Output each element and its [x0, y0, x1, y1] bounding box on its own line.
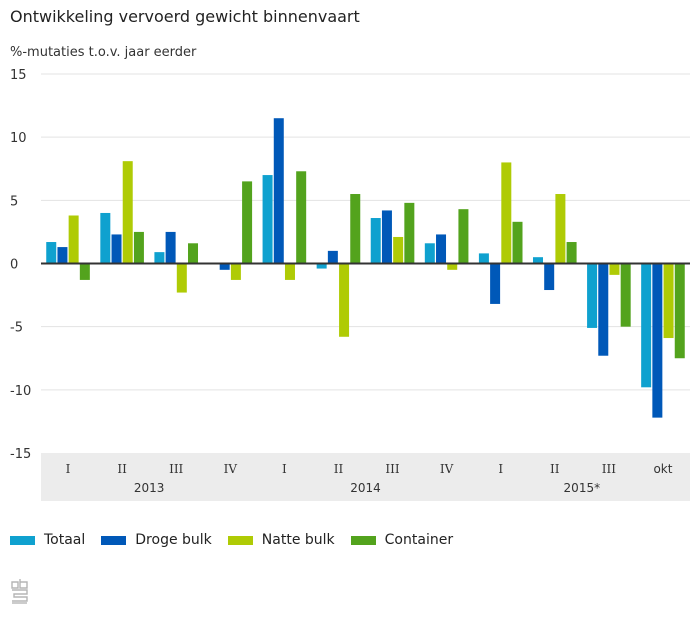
- bar-natte-bulk: [176, 263, 187, 293]
- bar-totaal: [100, 212, 111, 264]
- x-tick-label: IV: [440, 462, 454, 476]
- bar-totaal: [424, 243, 435, 264]
- bar-natte-bulk: [609, 263, 620, 275]
- bar-droge-bulk: [327, 250, 338, 264]
- bar-container: [242, 181, 253, 264]
- bar-droge-bulk: [381, 210, 392, 264]
- bar-totaal: [587, 263, 598, 328]
- x-tick-label: I: [282, 462, 287, 476]
- y-tick-labels: 15 10 5 0 -5 -10 -15: [10, 68, 31, 462]
- bar-totaal: [46, 242, 57, 264]
- bar-container: [458, 209, 469, 264]
- bar-natte-bulk: [122, 161, 133, 264]
- bar-totaal: [154, 252, 165, 264]
- x-tick-label: III: [169, 462, 183, 476]
- legend-label: Natte bulk: [261, 532, 335, 548]
- bar-natte-bulk: [663, 263, 674, 339]
- bar-totaal: [641, 263, 652, 388]
- bar-container: [296, 171, 307, 264]
- bar-droge-bulk: [111, 234, 122, 264]
- bar-container: [133, 231, 144, 264]
- legend-item: Natte bulk: [227, 532, 335, 548]
- y-tick-label: -5: [10, 321, 23, 336]
- x-tick-label: II: [117, 462, 127, 476]
- legend-swatch: [101, 535, 127, 545]
- cbs-logo-icon: [11, 579, 28, 604]
- bar-container: [620, 263, 631, 327]
- bar-totaal: [262, 175, 273, 264]
- legend-item: Droge bulk: [101, 532, 212, 548]
- bar-container: [566, 242, 577, 264]
- bar-natte-bulk: [284, 263, 295, 280]
- y-tick-label: 10: [10, 131, 27, 146]
- x-tick-label: okt: [653, 462, 672, 476]
- chart-title: Ontwikkeling vervoerd gewicht binnenvaar…: [10, 7, 360, 26]
- legend-label: Totaal: [44, 532, 86, 548]
- bar-totaal: [370, 218, 381, 264]
- bar-natte-bulk: [339, 263, 350, 337]
- bar-totaal: [532, 257, 543, 264]
- bar-droge-bulk: [598, 263, 609, 356]
- year-label: 2015*: [564, 481, 601, 495]
- legend: Totaal Droge bulk Natte bulk Container: [10, 532, 469, 548]
- x-tick-label: III: [385, 462, 399, 476]
- legend-label: Droge bulk: [135, 532, 212, 548]
- bar-totaal: [316, 263, 327, 269]
- bar-droge-bulk: [165, 231, 176, 264]
- x-tick-labels: I II III IV I II III IV I II III okt: [66, 462, 673, 476]
- bar-natte-bulk: [230, 263, 241, 280]
- x-tick-label: III: [602, 462, 616, 476]
- bar-droge-bulk: [273, 118, 284, 264]
- bar-droge-bulk: [544, 263, 555, 291]
- y-tick-label: -10: [10, 384, 31, 399]
- y-tick-label: 0: [10, 258, 18, 273]
- legend-swatch: [10, 535, 35, 545]
- bar-container: [512, 221, 523, 264]
- bar-natte-bulk: [501, 162, 512, 264]
- legend-swatch: [227, 535, 253, 545]
- bar-natte-bulk: [393, 236, 404, 264]
- x-axis-band: [41, 453, 690, 501]
- bar-container: [79, 263, 90, 280]
- legend-item: Container: [350, 532, 454, 548]
- year-label: 2014: [350, 481, 381, 495]
- x-tick-label: II: [550, 462, 560, 476]
- bar-container: [674, 263, 685, 359]
- year-label: 2013: [134, 481, 165, 495]
- bars: [46, 118, 685, 418]
- x-tick-label: I: [66, 462, 71, 476]
- bar-droge-bulk: [436, 234, 447, 264]
- bar-droge-bulk: [219, 263, 230, 270]
- bar-container: [404, 202, 415, 264]
- y-axis-label: %-mutaties t.o.v. jaar eerder: [10, 45, 197, 60]
- x-tick-label: IV: [224, 462, 238, 476]
- bar-droge-bulk: [490, 263, 501, 304]
- bar-natte-bulk: [555, 194, 566, 264]
- bar-container: [350, 194, 361, 264]
- y-tick-label: 15: [10, 68, 27, 83]
- year-labels: 2013 2014 2015*: [134, 481, 600, 495]
- legend-swatch: [350, 535, 376, 545]
- gridlines: [41, 73, 690, 391]
- bar-droge-bulk: [652, 263, 663, 418]
- legend-label: Container: [384, 532, 454, 548]
- x-tick-label: II: [334, 462, 344, 476]
- y-tick-label: -15: [10, 447, 31, 462]
- bar-droge-bulk: [57, 247, 68, 264]
- bar-totaal: [478, 253, 489, 264]
- legend-item: Totaal: [10, 532, 85, 548]
- bar-natte-bulk: [68, 215, 79, 264]
- bar-natte-bulk: [447, 263, 458, 270]
- x-tick-label: I: [498, 462, 503, 476]
- y-tick-label: 5: [10, 194, 18, 209]
- bar-container: [188, 243, 199, 264]
